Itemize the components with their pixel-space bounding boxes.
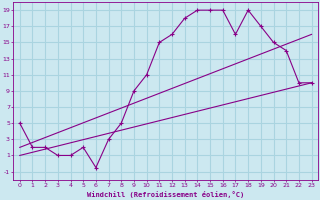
- X-axis label: Windchill (Refroidissement éolien,°C): Windchill (Refroidissement éolien,°C): [87, 191, 244, 198]
